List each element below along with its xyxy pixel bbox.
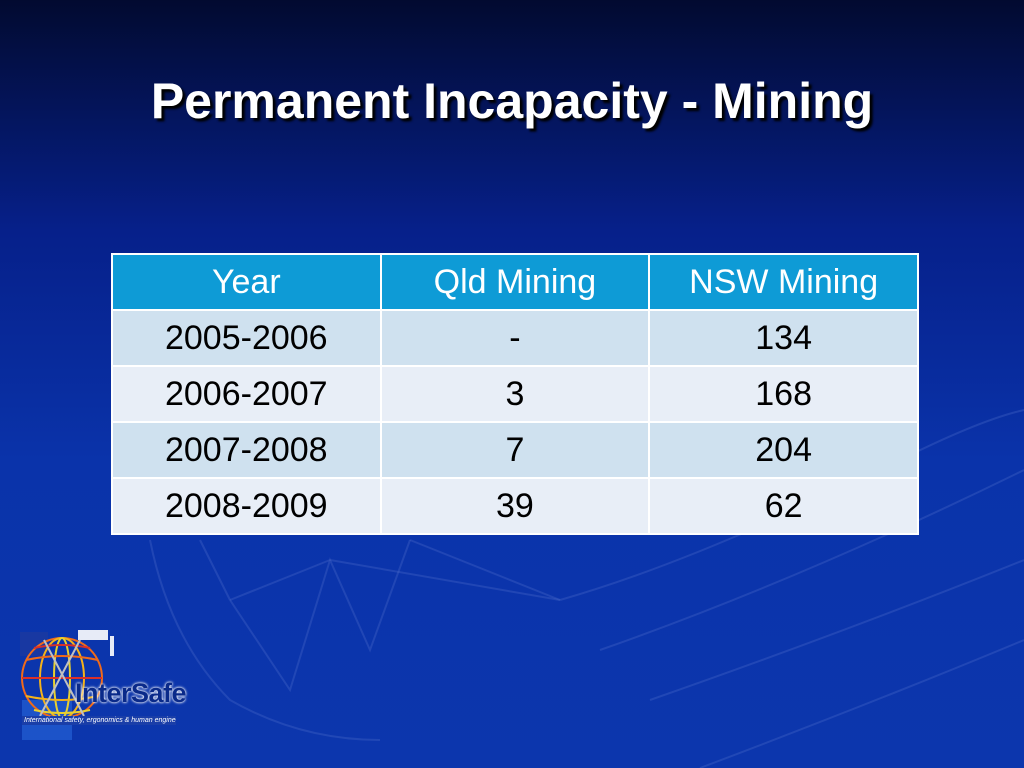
- cell-year: 2006-2007: [111, 365, 382, 423]
- cell-year: 2005-2006: [111, 309, 382, 367]
- slide-title: Permanent Incapacity - Mining: [150, 73, 874, 129]
- cell-year: 2008-2009: [111, 477, 382, 535]
- cell-qld-mining: 7: [379, 421, 651, 479]
- logo-tagline: International safety, ergonomics & human…: [22, 716, 176, 725]
- cell-year: 2007-2008: [111, 421, 382, 479]
- cell-nsw-mining: 204: [648, 421, 919, 479]
- column-header-nsw-mining: NSW Mining: [648, 253, 919, 311]
- cell-qld-mining: 3: [379, 365, 651, 423]
- cell-nsw-mining: 168: [648, 365, 919, 423]
- table-row: 2007-2008 7 204: [111, 421, 919, 479]
- cell-qld-mining: 39: [379, 477, 651, 535]
- cell-qld-mining: -: [379, 309, 651, 367]
- column-header-year: Year: [111, 253, 382, 311]
- globe-icon: [20, 630, 114, 740]
- logo-wordmark: InterSafe: [75, 678, 187, 708]
- table-header-row: Year Qld Mining NSW Mining: [111, 253, 919, 311]
- table-row: 2005-2006 - 134: [111, 309, 919, 367]
- data-table: Year Qld Mining NSW Mining 2005-2006 - 1…: [111, 253, 919, 535]
- cell-nsw-mining: 62: [648, 477, 919, 535]
- table-row: 2008-2009 39 62: [111, 477, 919, 535]
- cell-nsw-mining: 134: [648, 309, 919, 367]
- column-header-qld-mining: Qld Mining: [379, 253, 651, 311]
- table-row: 2006-2007 3 168: [111, 365, 919, 423]
